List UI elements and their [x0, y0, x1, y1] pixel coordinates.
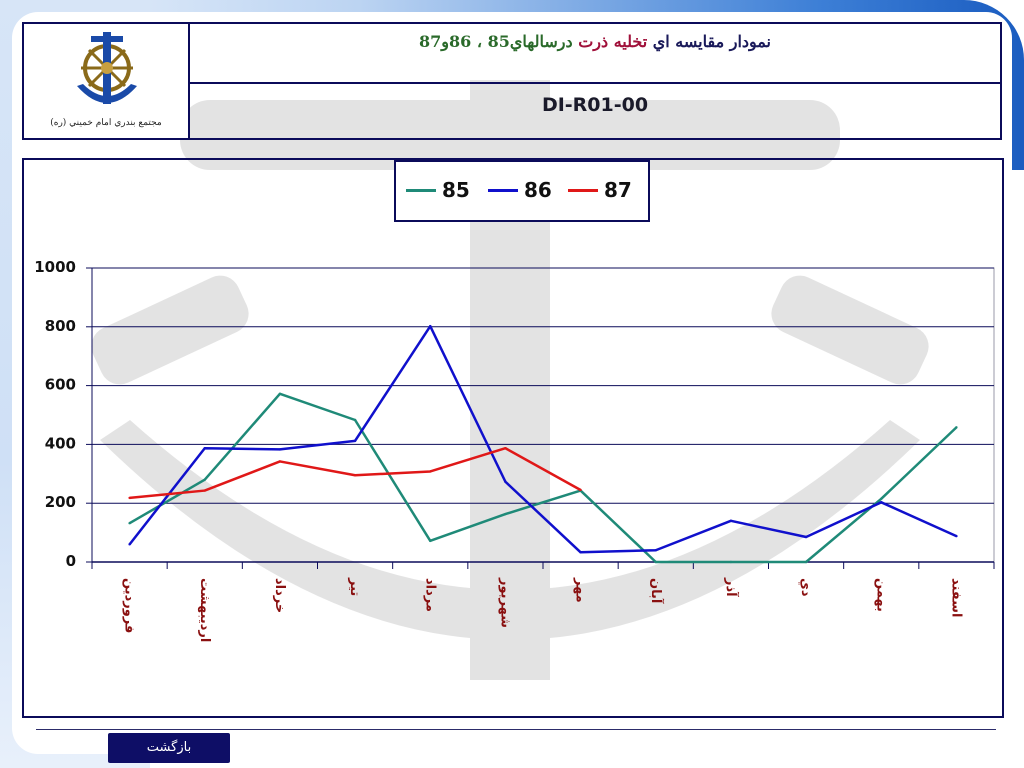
chart-frame: 1000 800 600 400 200 0 فروردين ارديبهشت خرداد تي…: [22, 158, 1004, 718]
document-code: DI-R01-00: [541, 94, 649, 116]
x-tick-label: آبان: [648, 578, 665, 604]
legend-label-86: 86: [524, 178, 552, 202]
footer-divider: [36, 729, 996, 730]
y-tick-label: 0: [66, 552, 76, 570]
x-tick-label: بهمن: [873, 578, 888, 612]
x-tick-label: دي: [798, 578, 813, 597]
anchor-logo-icon: [77, 32, 137, 104]
data-point-86: [278, 448, 282, 451]
data-point-86: [804, 535, 808, 539]
data-point-85: [504, 512, 507, 516]
x-tick-label: مهر: [573, 577, 588, 603]
data-point-86: [729, 519, 733, 523]
page-title: نمودار مقايسه اي تخليه ذرت درسالهاي85 ، …: [190, 24, 1000, 84]
x-tick-label: اسفند: [948, 578, 963, 617]
chart-legend: 85 86 87: [394, 160, 650, 222]
x-tick-label: فروردين: [122, 578, 137, 633]
series-line-86: [128, 324, 957, 554]
legend-swatch-86: [488, 189, 518, 192]
x-tick-label: شهريور: [497, 577, 512, 628]
data-point-85: [278, 392, 282, 396]
header-table: مجتمع بندري امام خميني (ره) نمودار مقايس…: [22, 22, 1002, 140]
series-line-85: [128, 392, 958, 564]
data-point-86: [504, 480, 507, 483]
title-part-1: نمودار مقايسه اي: [652, 32, 771, 51]
title-part-3: درسالهاي85 ، 86و87: [419, 32, 573, 51]
data-point-87: [128, 496, 131, 500]
data-point-86: [654, 549, 657, 552]
org-name: مجتمع بندري امام خميني (ره): [50, 118, 162, 128]
legend-swatch-85: [406, 189, 436, 192]
y-tick-label: 600: [45, 376, 76, 394]
data-point-87: [429, 470, 432, 473]
y-tick-label: 800: [45, 317, 76, 335]
data-point-85: [729, 560, 733, 564]
data-point-85: [203, 478, 206, 481]
data-point-87: [353, 474, 357, 477]
data-point-85: [654, 560, 657, 564]
x-tick-label: ارديبهشت: [197, 578, 212, 642]
x-tick-label: خرداد: [272, 578, 287, 613]
data-point-87: [278, 460, 282, 463]
data-point-85: [429, 539, 432, 543]
x-tick-label: تير: [347, 577, 362, 596]
x-tick-label: آذر: [723, 577, 740, 597]
y-tick-label: 1000: [34, 258, 76, 276]
data-point-85: [880, 497, 883, 500]
legend-swatch-87: [568, 189, 598, 192]
data-point-86: [880, 501, 883, 504]
data-point-85: [955, 426, 958, 429]
data-point-86: [353, 439, 357, 443]
data-point-86: [955, 534, 958, 538]
data-point-85: [804, 560, 808, 564]
legend-label-85: 85: [442, 178, 470, 202]
legend-label-87: 87: [604, 178, 632, 202]
data-point-86: [579, 551, 582, 554]
data-point-87: [203, 489, 206, 492]
x-tick-label: مرداد: [422, 578, 437, 612]
data-point-86: [128, 543, 131, 546]
line-chart: 1000 800 600 400 200 0 فروردين ارديبهشت خرداد تي…: [34, 258, 995, 642]
data-point-87: [579, 488, 582, 492]
data-point-86: [429, 325, 432, 328]
y-tick-label: 400: [45, 434, 76, 452]
data-point-85: [128, 521, 131, 525]
logo-cell: مجتمع بندري امام خميني (ره): [24, 24, 190, 138]
data-point-85: [353, 418, 357, 422]
title-part-2: تخليه ذرت: [578, 32, 648, 51]
data-point-87: [504, 447, 507, 450]
back-button[interactable]: بازگشت: [108, 733, 230, 763]
y-tick-label: 200: [45, 493, 76, 511]
data-point-86: [203, 447, 206, 450]
